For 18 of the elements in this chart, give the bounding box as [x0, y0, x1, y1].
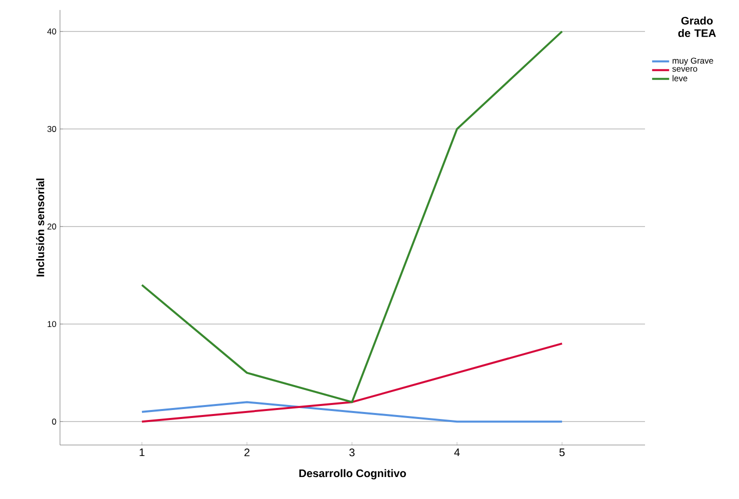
y-tick-label: 40: [47, 28, 56, 34]
x-axis-title: Desarrollo Cognitivo: [299, 469, 406, 480]
line-series: [140, 30, 564, 404]
y-tick-label: 10: [48, 321, 56, 328]
x-tick-label: 5: [559, 448, 565, 456]
line-series: [140, 342, 564, 423]
y-tick-label: 20: [47, 224, 56, 230]
y-tick-label: 30: [47, 126, 56, 132]
x-tick-label: 4: [454, 448, 460, 456]
legend-title: Grado de TEA: [678, 16, 716, 38]
legend-label: leve: [672, 75, 688, 82]
x-tick-label: 3: [349, 448, 355, 456]
x-tick-label: 2: [244, 448, 250, 456]
x-tick-label: 1: [140, 448, 144, 456]
legend-label: muy Grave: [672, 58, 714, 66]
y-tick-label: 0: [52, 418, 56, 425]
legend-label: severo: [672, 67, 698, 72]
y-axis-title: Inclusión sensorial: [36, 178, 44, 276]
